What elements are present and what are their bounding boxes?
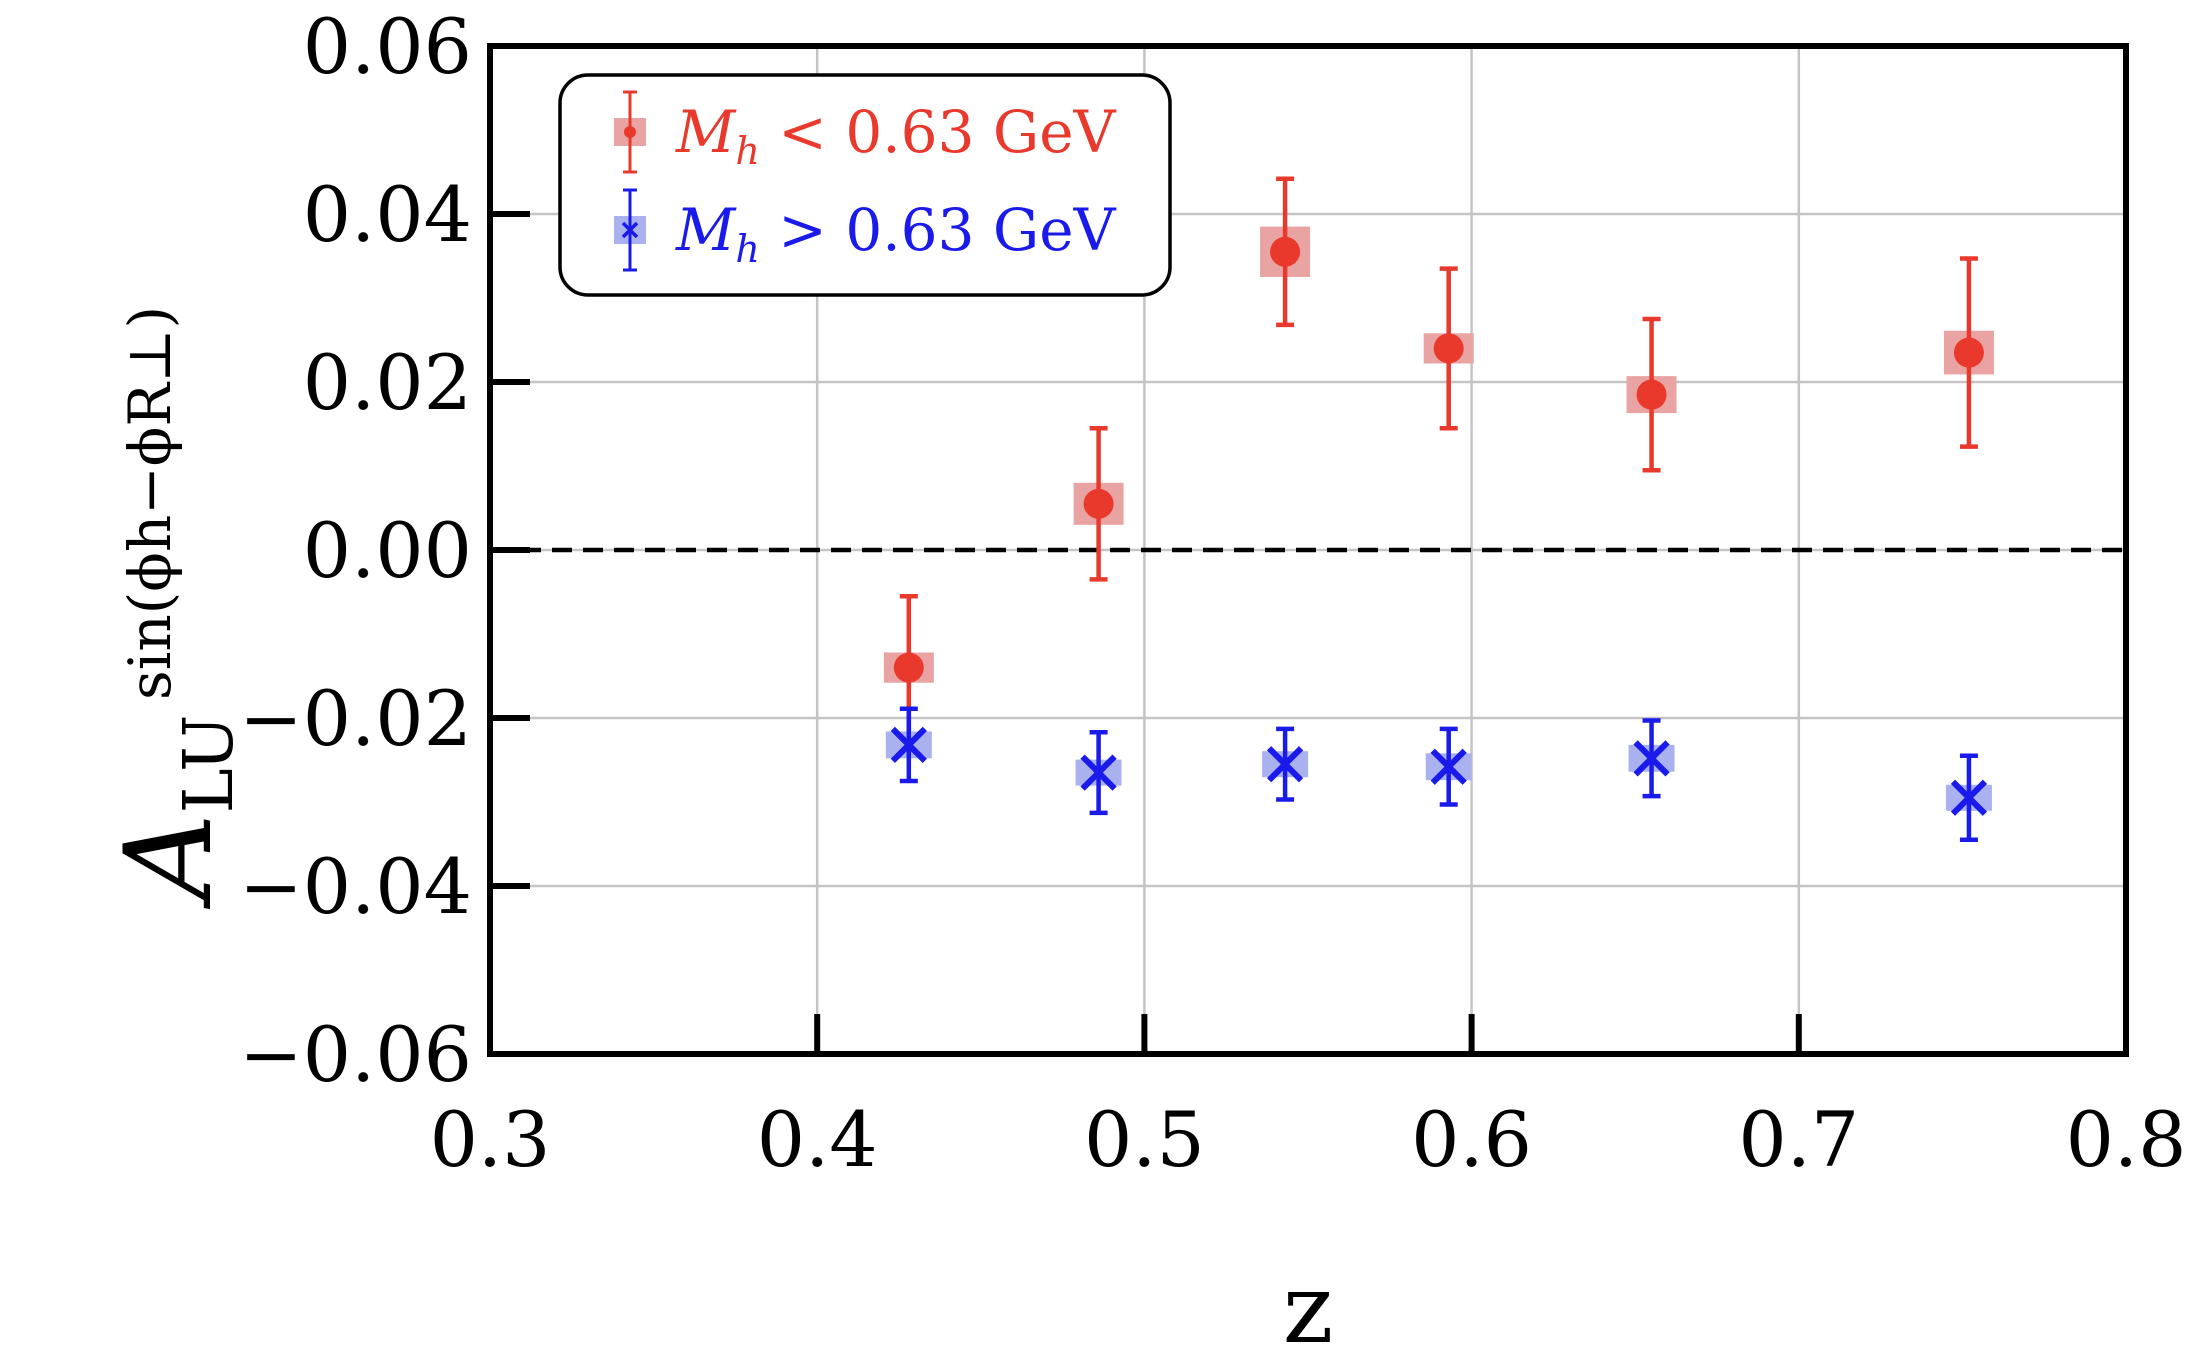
x-tick-label: 0.8 (2066, 1095, 2187, 1184)
x-tick-label: 0.5 (1084, 1095, 1205, 1184)
y-tick-label: 0.00 (303, 506, 472, 595)
data-point (890, 726, 927, 764)
legend-marker-stroke (621, 221, 639, 239)
series-2 (885, 706, 1992, 843)
legend-marker (621, 221, 639, 239)
y-axis-label-superscript: sin(ϕh−ϕR⊥) (116, 306, 184, 700)
data-point-stroke (1266, 746, 1304, 783)
legend: Mh < 0.63 GeV Mh > 0.63 GeV (558, 73, 1172, 297)
x-axis-label: z (1283, 1253, 1334, 1365)
legend-label: Mh > 0.63 GeV (675, 196, 1117, 271)
y-tick-label: 0.04 (303, 170, 472, 259)
data-point (1270, 236, 1301, 267)
legend-entry-2: Mh > 0.63 GeV (614, 188, 1117, 272)
x-tick-label: 0.4 (757, 1095, 878, 1184)
y-tick-label: 0.06 (303, 2, 472, 91)
y-axis-label-main: A (100, 813, 239, 910)
y-axis-label-subscript: LU (170, 715, 249, 814)
legend-box (558, 73, 1172, 297)
y-tick-label: −0.06 (239, 1010, 472, 1099)
data-layer (883, 176, 1994, 843)
data-point (1083, 488, 1114, 519)
data-point (1266, 746, 1304, 783)
y-axis-label: ALU sin(ϕh−ϕR⊥) (100, 306, 249, 910)
data-point-stroke (890, 726, 927, 764)
legend-entry-1: Mh < 0.63 GeV (614, 90, 1117, 174)
svg-text:ALU: ALU (100, 715, 249, 910)
data-point (893, 652, 924, 683)
x-tick-label: 0.6 (1411, 1095, 1532, 1184)
data-point (1950, 779, 1988, 816)
data-point-stroke (1950, 779, 1988, 816)
data-point-stroke (1633, 740, 1670, 777)
data-point (1636, 379, 1667, 410)
x-tick-label: 0.3 (430, 1095, 551, 1184)
data-point (1633, 740, 1670, 777)
data-point (1433, 333, 1464, 364)
data-point-stroke (1430, 748, 1467, 785)
y-tick-label: 0.02 (303, 338, 472, 427)
data-point (1953, 337, 1984, 368)
y-tick-label: −0.02 (239, 674, 472, 763)
tick-labels: 0.3 0.4 0.5 0.6 0.7 0.8 0.06 0.04 0.02 0.00 −0.02 −… (239, 2, 2186, 1184)
legend-marker (624, 126, 636, 138)
series-1 (883, 176, 1994, 742)
ticks (490, 211, 1802, 1054)
y-tick-label: −0.04 (239, 842, 472, 931)
data-point (1430, 748, 1467, 785)
legend-label: Mh < 0.63 GeV (675, 98, 1117, 173)
x-tick-label: 0.7 (1738, 1095, 1859, 1184)
data-point (1080, 754, 1117, 791)
data-point-stroke (1080, 754, 1117, 791)
